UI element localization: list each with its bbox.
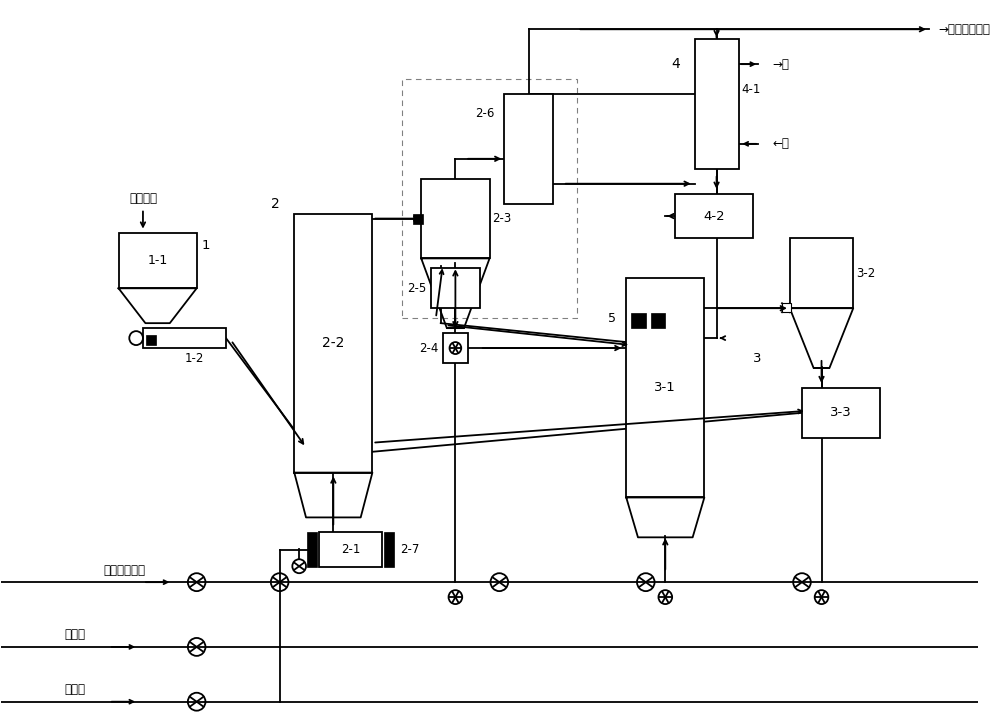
Text: 3-3: 3-3: [830, 406, 852, 419]
Text: 2-1: 2-1: [341, 543, 360, 556]
Bar: [413, 213, 423, 223]
Bar: [782, 304, 791, 312]
Text: 2: 2: [271, 197, 280, 210]
Text: 2-4: 2-4: [419, 341, 438, 355]
Bar: [431, 269, 480, 308]
Text: 5: 5: [608, 312, 616, 325]
Text: 氮源气: 氮源气: [65, 628, 86, 641]
Text: 1-2: 1-2: [185, 352, 204, 365]
Text: 1-1: 1-1: [147, 254, 168, 267]
Bar: [651, 313, 665, 328]
Bar: [631, 313, 646, 328]
Bar: [626, 278, 704, 497]
Text: 2-7: 2-7: [400, 543, 419, 556]
Text: 碳源气: 碳源气: [65, 684, 86, 696]
Text: 含钛粉体: 含钛粉体: [129, 192, 157, 205]
Text: 2-3: 2-3: [492, 212, 512, 225]
Bar: [421, 178, 490, 258]
Bar: [790, 239, 853, 308]
Bar: [307, 532, 317, 567]
Text: 3: 3: [753, 352, 762, 365]
Bar: [504, 94, 553, 204]
Bar: [802, 388, 880, 438]
Text: 2-5: 2-5: [407, 282, 426, 295]
Bar: [294, 213, 372, 472]
Text: 3-1: 3-1: [654, 381, 676, 395]
Text: 2-2: 2-2: [322, 336, 345, 350]
Text: →尾气处理回收: →尾气处理回收: [939, 23, 991, 36]
Bar: [119, 234, 197, 288]
Text: 1: 1: [202, 240, 210, 253]
Text: 3-2: 3-2: [856, 267, 875, 280]
Bar: [443, 333, 468, 363]
Text: ←水: ←水: [773, 138, 790, 151]
Text: 4: 4: [671, 58, 680, 71]
Text: 4-1: 4-1: [741, 82, 761, 95]
Bar: [146, 335, 156, 345]
Bar: [384, 532, 394, 567]
Text: 2-6: 2-6: [475, 108, 494, 120]
Bar: [319, 532, 382, 567]
Text: 4-2: 4-2: [703, 210, 725, 223]
Text: 惰性流化气体: 惰性流化气体: [104, 563, 146, 577]
Text: →水: →水: [773, 58, 790, 71]
Bar: [675, 194, 753, 239]
Bar: [143, 328, 226, 348]
Bar: [695, 39, 739, 169]
